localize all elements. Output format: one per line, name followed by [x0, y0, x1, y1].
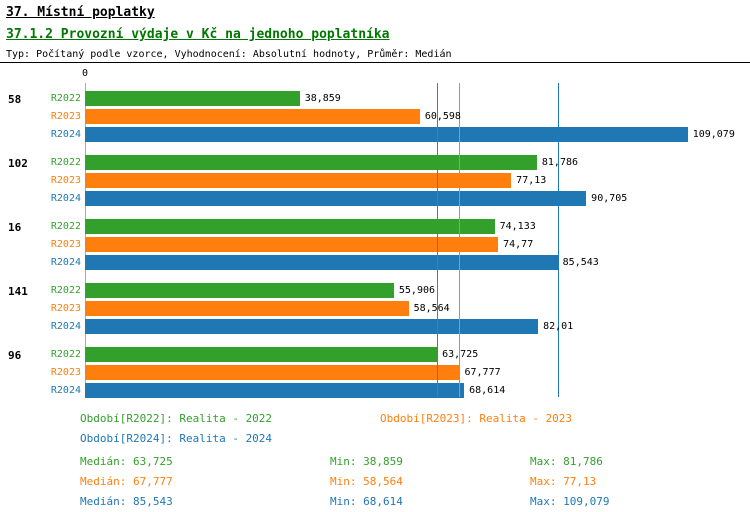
median-line	[437, 83, 439, 397]
series-row-label: R2022	[50, 349, 81, 360]
bar-value-label: 74,77	[503, 239, 534, 250]
legend-r2022: Období[R2022]: Realita - 2022	[80, 412, 273, 425]
series-row-label: R2024	[50, 321, 81, 332]
chart-footer: Období[R2022]: Realita - 2022 Období[R20…	[0, 408, 750, 512]
header-divider	[0, 62, 750, 63]
median-line	[557, 83, 559, 397]
bar-value-label: 38,859	[304, 93, 341, 104]
bar	[85, 237, 499, 252]
bar	[85, 255, 558, 270]
series-row-label: R2022	[50, 93, 81, 104]
series-row-label: R2022	[50, 157, 81, 168]
bar	[85, 155, 537, 170]
bar-chart: 0 58 R2022 38,859 R2023 60,598 R2024 109,079 10…	[0, 64, 750, 408]
report-subtitle: 37.1.2 Provozní výdaje v Kč na jednoho p…	[6, 27, 390, 42]
bar-value-label: 55,906	[398, 285, 436, 296]
stat-median-r2022: Medián: 63,725	[80, 455, 173, 468]
group-label: 141	[8, 285, 28, 298]
report-meta: Typ: Počítaný podle vzorce, Vyhodnocení:…	[6, 49, 452, 60]
bar	[85, 365, 460, 380]
bar	[85, 219, 495, 234]
bar-value-label: 109,079	[692, 129, 735, 140]
bar	[85, 191, 587, 206]
legend-r2023: Období[R2023]: Realita - 2023	[380, 412, 573, 425]
series-row-label: R2022	[50, 221, 81, 232]
stat-max-r2024: Max: 109,079	[530, 495, 610, 508]
series-row-label: R2023	[50, 111, 81, 122]
stat-median-r2024: Medián: 85,543	[80, 495, 173, 508]
stat-min-r2022: Min: 38,859	[330, 455, 403, 468]
series-row-label: R2023	[50, 367, 81, 378]
bar	[85, 109, 420, 124]
bar-value-label: 63,725	[442, 349, 479, 360]
series-row-label: R2022	[50, 285, 81, 296]
median-line	[459, 83, 461, 397]
stat-max-r2023: Max: 77,13	[530, 475, 597, 488]
group-label: 102	[8, 157, 28, 170]
group-label: 16	[8, 221, 22, 234]
bar-value-label: 58,564	[413, 303, 450, 314]
bar	[85, 319, 539, 334]
series-row-label: R2024	[50, 193, 81, 204]
bar-value-label: 68,614	[469, 385, 506, 396]
group-label: 58	[8, 93, 22, 106]
bar-value-label: 60,598	[424, 111, 461, 122]
series-row-label: R2024	[50, 385, 81, 396]
legend-r2024: Období[R2024]: Realita - 2024	[80, 432, 273, 445]
bar	[85, 127, 688, 142]
bar	[85, 347, 438, 362]
series-row-label: R2024	[50, 257, 81, 268]
bar-value-label: 77,13	[516, 175, 547, 186]
report-title: 37. Místní poplatky	[6, 5, 155, 20]
stat-min-r2024: Min: 68,614	[330, 495, 403, 508]
bar	[85, 173, 512, 188]
report-header: 37. Místní poplatky 37.1.2 Provozní výda…	[6, 5, 452, 60]
bar-value-label: 74,133	[499, 221, 536, 232]
stat-max-r2022: Max: 81,786	[530, 455, 603, 468]
stat-min-r2023: Min: 58,564	[330, 475, 403, 488]
bar	[85, 91, 300, 106]
bar-value-label: 67,777	[464, 367, 501, 378]
group-label: 96	[8, 349, 22, 362]
series-row-label: R2023	[50, 175, 81, 186]
bar	[85, 383, 465, 398]
series-row-label: R2023	[50, 239, 81, 250]
bar-value-label: 81,786	[541, 157, 579, 168]
bar-value-label: 82,01	[543, 321, 574, 332]
bar-value-label: 90,705	[591, 193, 628, 204]
stat-median-r2023: Medián: 67,777	[80, 475, 173, 488]
bar	[85, 283, 394, 298]
x-axis-zero-label: 0	[81, 68, 89, 79]
bar	[85, 301, 409, 316]
bar-value-label: 85,543	[562, 257, 599, 268]
series-row-label: R2024	[50, 129, 81, 140]
series-row-label: R2023	[50, 303, 81, 314]
